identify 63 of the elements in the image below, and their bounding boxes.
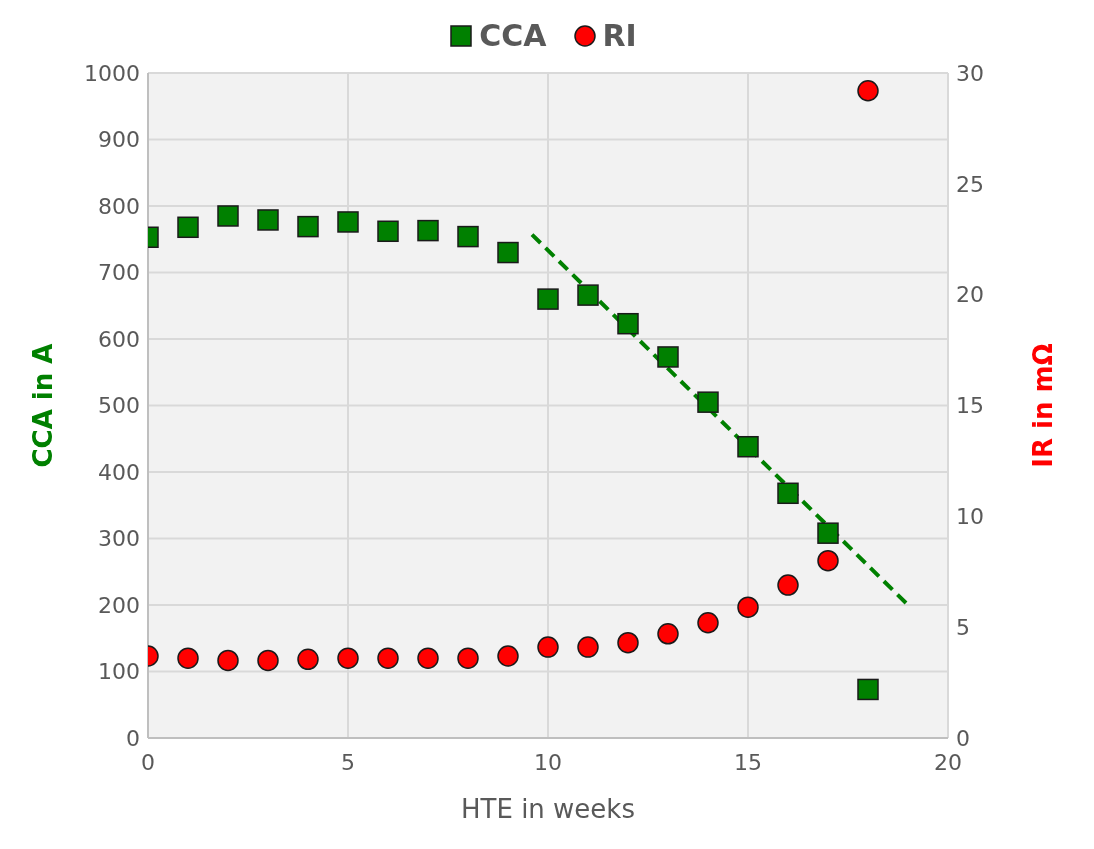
- y2-tick-label: 5: [956, 614, 970, 640]
- point: [537, 288, 559, 310]
- x-tick-label: 5: [341, 749, 355, 775]
- point: [257, 649, 279, 672]
- y2-tick-label: 25: [956, 171, 984, 197]
- y2-tick-label: 15: [956, 393, 984, 419]
- point: [377, 647, 399, 669]
- point: [657, 623, 679, 645]
- y-axis-title: CCA in A: [28, 343, 59, 468]
- point: [577, 284, 599, 306]
- point: [377, 220, 399, 243]
- y2-axis-title: IR in mΩ: [1028, 343, 1059, 468]
- y-tick-label: 800: [98, 193, 140, 219]
- y-tick-label: 200: [98, 592, 140, 618]
- point: [857, 678, 879, 701]
- point: [617, 631, 639, 654]
- point: [217, 649, 239, 672]
- y-tick-label: 900: [98, 127, 140, 153]
- point: [297, 648, 319, 671]
- point: [417, 647, 439, 669]
- point: [257, 209, 279, 231]
- x-tick-label: 10: [534, 749, 562, 775]
- point: [537, 636, 559, 658]
- y2-tick-label: 20: [956, 282, 984, 308]
- point: [457, 647, 479, 669]
- point: [297, 215, 319, 238]
- x-tick-label: 20: [934, 749, 962, 775]
- point: [777, 482, 799, 505]
- point: [577, 636, 599, 658]
- point: [177, 216, 199, 239]
- point: [337, 211, 359, 233]
- x-tick-label: 15: [734, 749, 762, 775]
- x-axis-title: HTE in weeks: [461, 794, 635, 824]
- point: [497, 241, 519, 264]
- point: [817, 549, 839, 572]
- point: [857, 79, 879, 102]
- y2-tick-label: 30: [956, 60, 984, 86]
- y-tick-label: 500: [98, 393, 140, 419]
- point: [417, 219, 439, 242]
- legend-label: CCA: [479, 18, 547, 53]
- point: [617, 312, 639, 335]
- point: [817, 522, 839, 544]
- y-tick-label: 400: [98, 459, 140, 485]
- point: [457, 225, 479, 248]
- point: [217, 205, 239, 227]
- y-tick-label: 300: [98, 526, 140, 552]
- point: [777, 574, 799, 596]
- point: [737, 596, 759, 618]
- y-tick-label: 100: [98, 659, 140, 685]
- point: [697, 611, 719, 634]
- point: [337, 647, 359, 669]
- point: [737, 435, 759, 458]
- y2-tick-label: 0: [956, 725, 970, 751]
- y-tick-label: 1000: [84, 60, 140, 86]
- legend-label: RI: [602, 18, 637, 53]
- point: [497, 645, 519, 667]
- y2-tick-label: 10: [956, 504, 984, 530]
- point: [177, 647, 199, 669]
- y-tick-label: 700: [98, 260, 140, 286]
- y-tick-label: 600: [98, 326, 140, 352]
- point: [697, 391, 719, 413]
- point: [657, 346, 679, 368]
- y-tick-label: 0: [126, 725, 140, 751]
